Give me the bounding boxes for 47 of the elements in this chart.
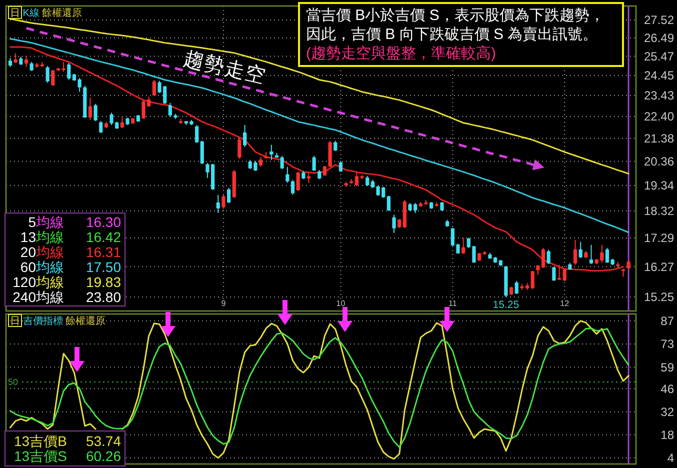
annotation: 5均線 <box>28 214 64 230</box>
y-tick-label: 15.25 <box>644 290 674 304</box>
y-tick-label: 26.49 <box>644 31 674 46</box>
annotation: 60均線 <box>20 259 64 275</box>
annotation: 60.26 <box>86 448 122 464</box>
y-tick-label: 21.38 <box>644 132 674 146</box>
annotation: 16.30 <box>86 214 122 230</box>
y-tick-label: 46 <box>660 382 674 396</box>
ref-line-label: 50 <box>8 377 18 388</box>
y-tick-label: 20.36 <box>644 154 674 169</box>
chart-title: 日 吉價指標 餘權還原 <box>10 315 106 327</box>
x-tick-label: 10 <box>336 299 346 308</box>
y-tick-label: 23.43 <box>644 88 674 103</box>
annotation: 16.42 <box>86 229 122 245</box>
text: 13吉價S <box>14 448 67 464</box>
annotation: 53.74 <box>86 433 122 449</box>
annotation: 13均線 <box>20 229 64 245</box>
annotation: 23.80 <box>86 289 122 305</box>
y-tick-label: 22.40 <box>644 110 674 124</box>
annotation: 19.83 <box>86 274 122 290</box>
y-tick-label: 24.45 <box>644 68 674 83</box>
y-tick-label: 16.27 <box>644 260 674 274</box>
y-tick-label: 25.47 <box>644 49 674 64</box>
y-tick-label: 32 <box>660 404 674 419</box>
y-tick-label: 17.29 <box>644 231 674 246</box>
annotation: 120均線 <box>12 274 64 290</box>
y-tick-label: 19.34 <box>644 178 674 193</box>
y-tick-label: 18.32 <box>644 204 674 218</box>
y-tick-label: 73 <box>660 337 674 352</box>
chart-title: 日 K線 餘權還原 <box>10 7 82 19</box>
y-tick-label: 59 <box>660 360 674 374</box>
y-tick-label: 27.52 <box>644 13 674 28</box>
y-tick-label: 87 <box>660 314 674 328</box>
annotation: 240均線 <box>12 289 64 305</box>
annotation: 16.31 <box>86 244 122 260</box>
x-tick-label: 11 <box>448 299 458 308</box>
x-tick-label: 12 <box>560 299 570 308</box>
y-tick-label: 18 <box>660 428 674 442</box>
annotation: 20均線 <box>20 244 64 260</box>
x-tick-label: 9 <box>221 299 226 308</box>
y-tick-label: 4 <box>667 451 674 466</box>
annotation: 趨勢走空 <box>181 48 268 88</box>
annotation: 當吉價 B小於吉價 S，表示股價為下跌趨勢，因此，吉價 B 向下跌破吉價 S 為賣出訊號。 <box>306 7 604 43</box>
annotation: (趨勢走空與盤整，準確較高) <box>306 45 496 62</box>
annotation: 17.50 <box>86 259 122 275</box>
annotation: 15.25 <box>492 298 520 311</box>
series-label: 13吉價B <box>14 433 67 449</box>
